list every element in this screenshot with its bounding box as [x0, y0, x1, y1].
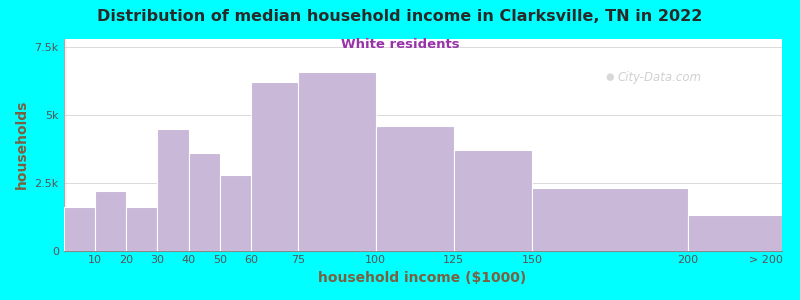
- Bar: [189, 153, 220, 250]
- Bar: [158, 128, 189, 250]
- Bar: [220, 175, 251, 250]
- Bar: [251, 82, 298, 250]
- Text: ●: ●: [605, 72, 614, 82]
- Bar: [454, 150, 532, 250]
- Bar: [298, 72, 376, 250]
- X-axis label: household income ($1000): household income ($1000): [318, 271, 526, 285]
- Text: White residents: White residents: [341, 38, 459, 50]
- Bar: [532, 188, 688, 250]
- Bar: [688, 215, 782, 250]
- Bar: [95, 191, 126, 250]
- Y-axis label: households: households: [15, 100, 29, 190]
- Text: Distribution of median household income in Clarksville, TN in 2022: Distribution of median household income …: [98, 9, 702, 24]
- Bar: [376, 126, 454, 250]
- Text: City-Data.com: City-Data.com: [618, 70, 702, 84]
- Bar: [64, 207, 95, 250]
- Bar: [126, 207, 158, 250]
